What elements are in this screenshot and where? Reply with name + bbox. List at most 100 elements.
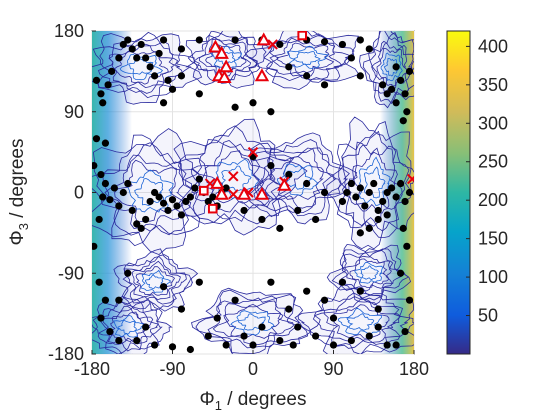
data-point	[137, 40, 145, 49]
data-point	[405, 296, 414, 304]
data-point	[115, 202, 123, 210]
red-cross-marker	[267, 39, 278, 50]
data-point	[124, 269, 132, 277]
data-point	[104, 81, 112, 89]
data-point	[240, 206, 248, 215]
contour-line	[117, 319, 137, 335]
colorbar-tick-label: 200	[478, 190, 508, 210]
data-point	[119, 40, 127, 49]
red-square-marker	[207, 203, 218, 214]
contour-line	[100, 305, 154, 345]
contour-line	[349, 258, 390, 288]
contour-line	[134, 178, 165, 206]
contour-line	[331, 248, 410, 301]
data-point	[401, 197, 409, 206]
data-point	[396, 179, 405, 188]
data-point	[289, 341, 297, 349]
data-point	[388, 85, 396, 93]
data-point	[97, 170, 105, 179]
colorbar-tick-label: 400	[478, 36, 508, 56]
data-point	[249, 341, 257, 349]
data-point	[106, 327, 114, 336]
data-point	[155, 49, 163, 58]
data-point	[177, 305, 186, 313]
data-point	[361, 202, 369, 210]
data-point	[101, 139, 110, 147]
data-point	[383, 90, 391, 98]
data-point	[383, 188, 391, 197]
contour-line	[211, 44, 242, 69]
data-point	[137, 224, 145, 232]
data-point	[267, 161, 275, 170]
red-triangle-marker	[217, 70, 232, 84]
red-square-marker	[199, 185, 209, 196]
x-tick-label: 0	[248, 359, 258, 379]
contour-line	[92, 31, 195, 99]
data-point	[119, 188, 127, 197]
colorbar-tick-label: 100	[478, 267, 508, 287]
contour-line	[270, 155, 324, 200]
data-point	[115, 296, 123, 304]
data-point	[276, 336, 284, 345]
data-point	[204, 197, 212, 206]
data-point	[365, 332, 373, 340]
colorbar-tick-label: 50	[478, 306, 498, 326]
contour-line	[336, 121, 414, 239]
contour-line	[293, 51, 321, 66]
data-point	[392, 193, 400, 201]
data-point	[142, 54, 150, 62]
contour-line	[128, 58, 154, 75]
red-triangle-marker	[236, 186, 252, 200]
contour-line	[354, 261, 384, 284]
data-point	[204, 332, 212, 340]
data-point	[110, 184, 118, 192]
data-point	[399, 117, 407, 125]
data-point	[177, 72, 186, 80]
data-point	[159, 199, 168, 207]
data-point	[108, 67, 116, 75]
data-point	[151, 72, 159, 80]
data-point	[231, 296, 239, 304]
data-point	[276, 224, 284, 232]
data-point	[151, 188, 159, 197]
x-tick-label: -90	[159, 359, 185, 379]
data-point	[320, 188, 329, 197]
data-point	[338, 40, 347, 49]
data-point	[92, 161, 98, 170]
data-point	[294, 323, 302, 331]
contour-line	[198, 38, 252, 78]
data-point	[392, 63, 400, 71]
contour-line	[92, 296, 163, 354]
data-point	[249, 99, 257, 107]
data-point	[195, 175, 203, 183]
contour-line	[257, 147, 341, 214]
data-point	[276, 40, 284, 49]
data-point	[405, 67, 414, 75]
data-point	[356, 36, 364, 44]
contour-line	[286, 45, 329, 69]
x-axis-label: Φ1 / degrees	[200, 389, 307, 413]
contour-line	[340, 250, 403, 296]
contour-line	[376, 47, 408, 87]
data-point	[95, 278, 103, 286]
data-point	[338, 278, 347, 286]
contour-line	[246, 132, 358, 225]
data-point	[124, 36, 132, 44]
data-point	[164, 76, 172, 84]
contour-line	[360, 265, 380, 281]
data-point	[95, 215, 103, 224]
data-point	[99, 193, 107, 201]
data-point	[392, 341, 400, 349]
red-triangle-marker	[214, 45, 229, 59]
data-point	[347, 54, 355, 62]
data-point	[285, 170, 293, 179]
y-axis-label: Φ3 / degrees	[7, 139, 31, 246]
data-point	[303, 287, 311, 295]
contour-line	[309, 293, 414, 354]
data-point	[195, 90, 203, 98]
contour-line	[131, 260, 181, 301]
colorbar-tick-label: 250	[478, 152, 508, 172]
data-point	[258, 323, 266, 331]
data-point	[133, 336, 141, 345]
data-point	[168, 343, 177, 351]
